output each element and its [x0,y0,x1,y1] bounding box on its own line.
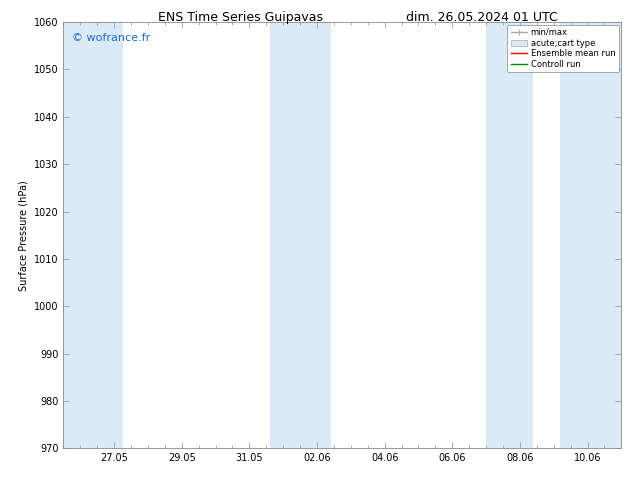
Text: ENS Time Series Guipavas: ENS Time Series Guipavas [158,11,323,24]
Bar [63,22,122,448]
Legend: min/max, acute;cart type, Ensemble mean run, Controll run: min/max, acute;cart type, Ensemble mean … [507,24,619,72]
Bar [560,22,621,448]
Y-axis label: Surface Pressure (hPa): Surface Pressure (hPa) [18,180,29,291]
Text: © wofrance.fr: © wofrance.fr [72,33,150,43]
Bar [486,22,533,448]
Bar [269,22,330,448]
Text: dim. 26.05.2024 01 UTC: dim. 26.05.2024 01 UTC [406,11,558,24]
